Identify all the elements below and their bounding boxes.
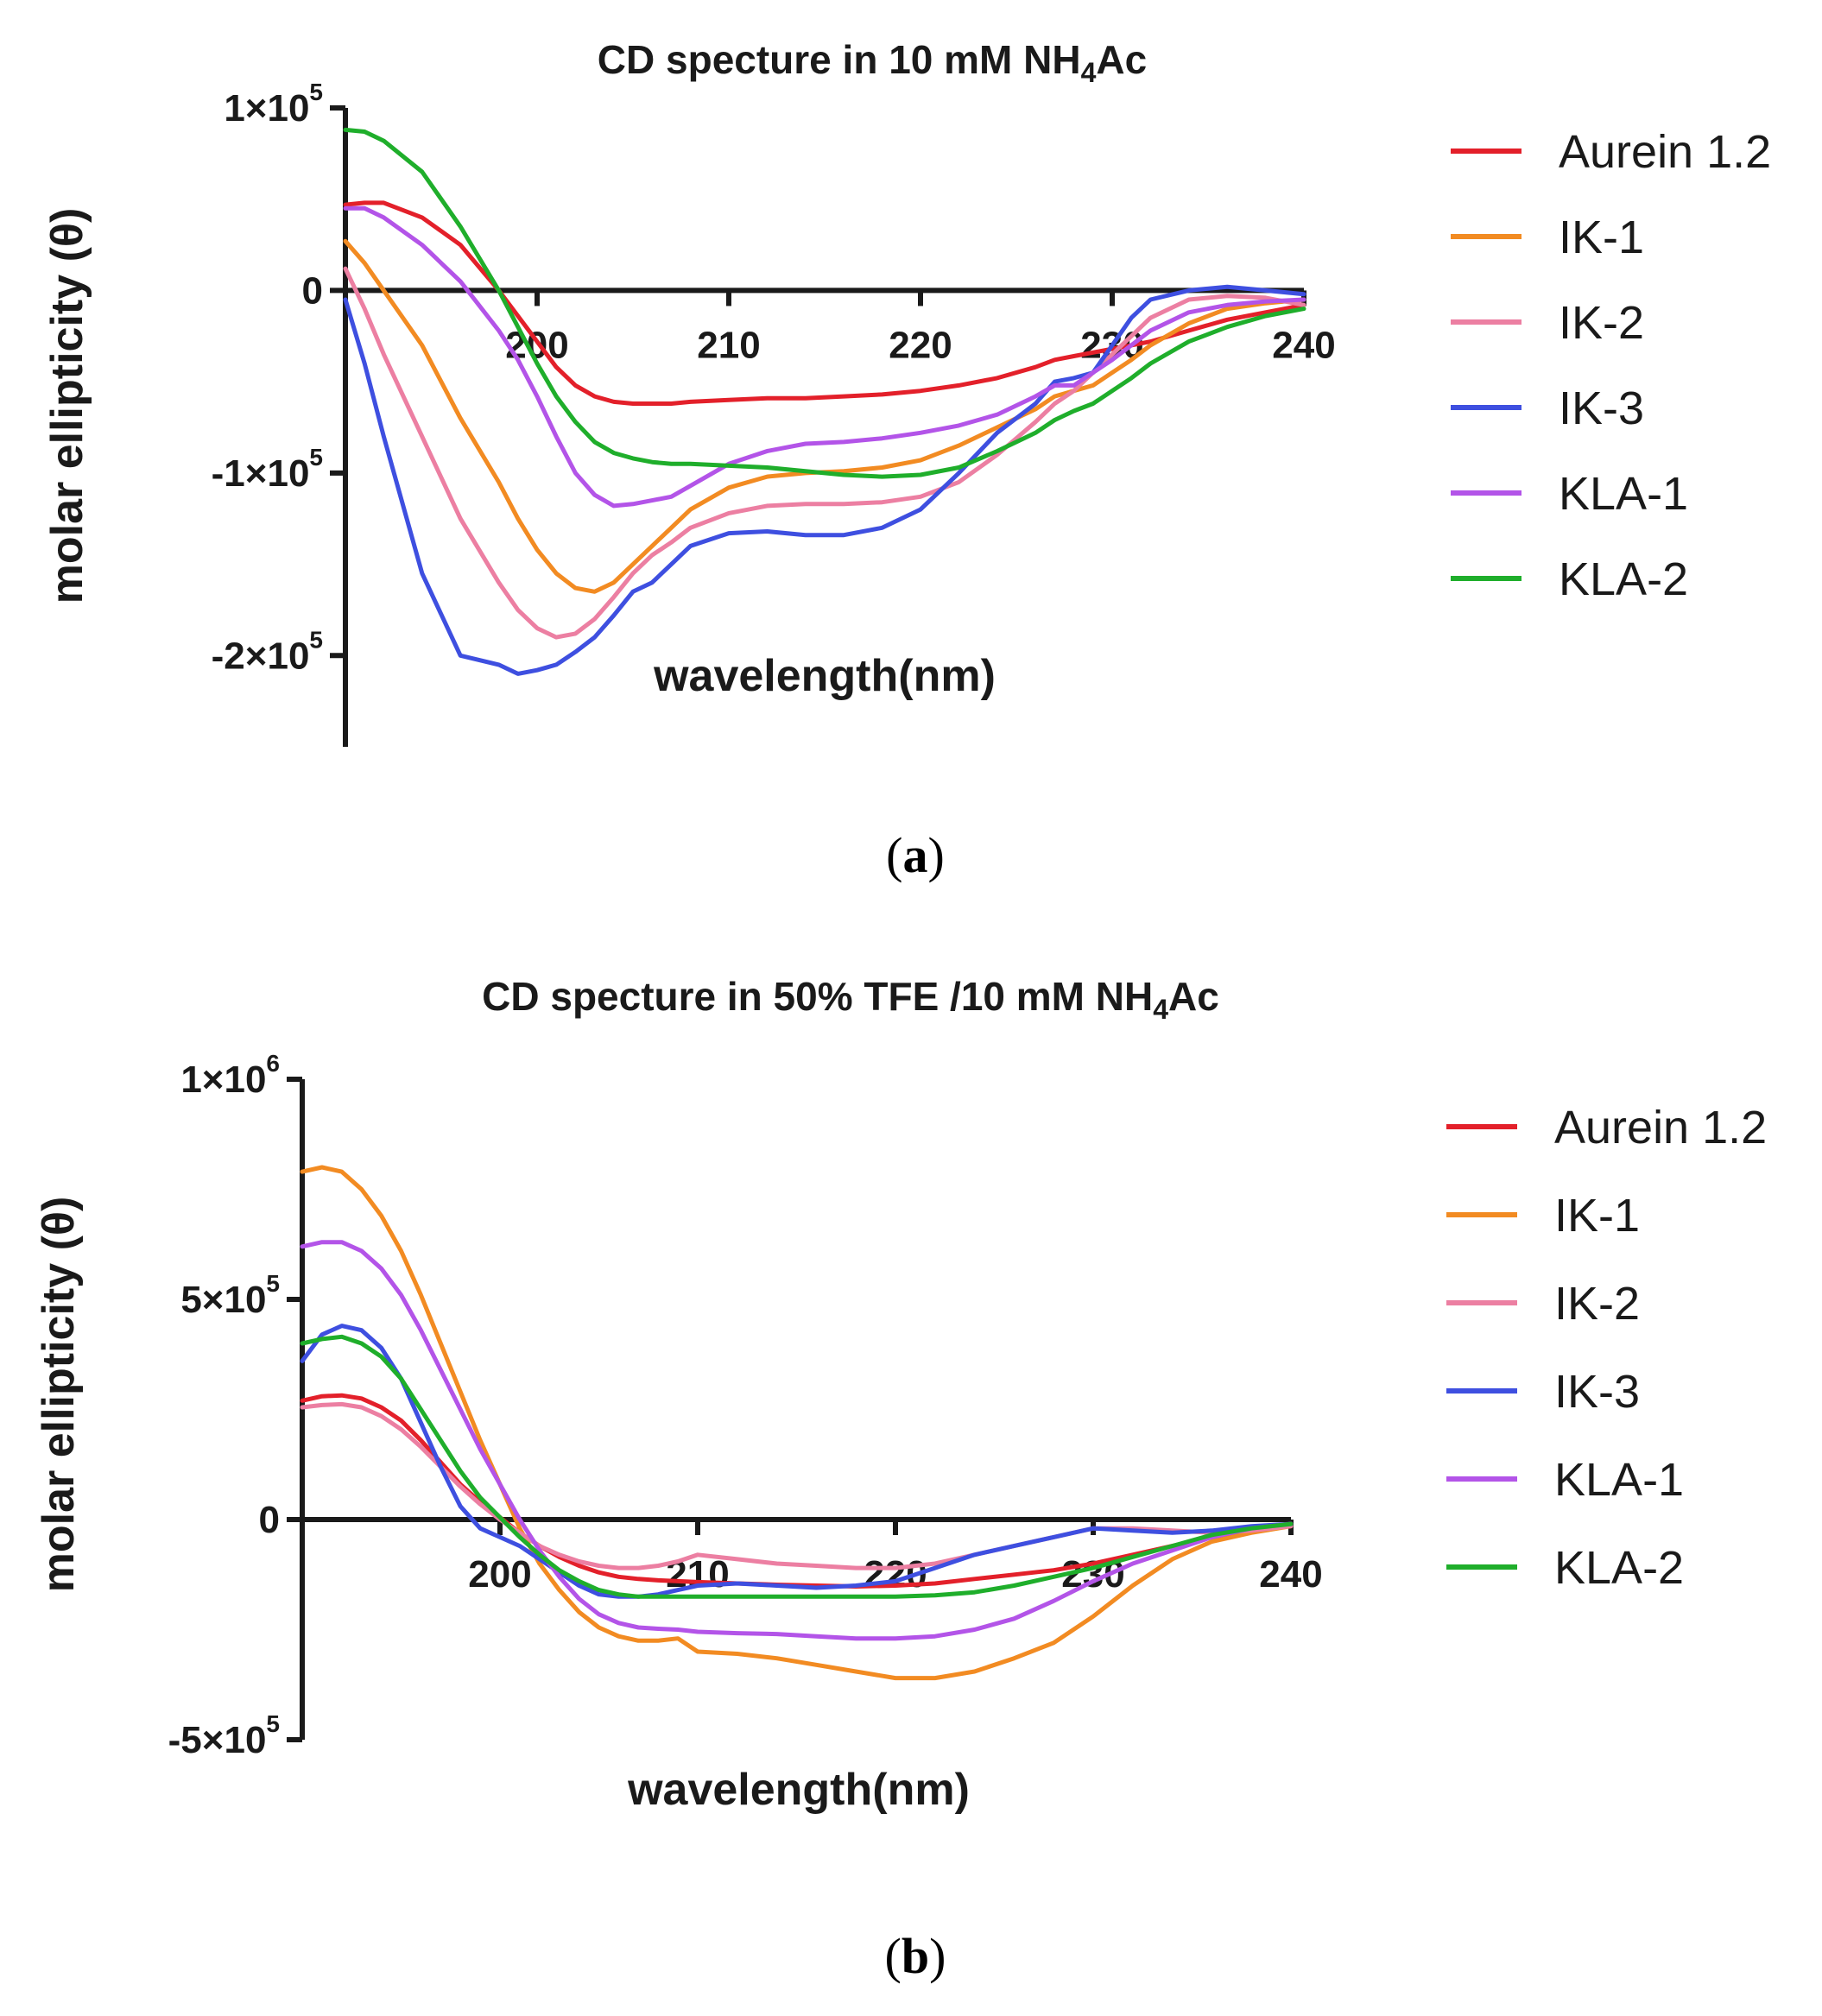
legend-label: IK-3 [1554, 1366, 1640, 1418]
x-tick-label: 210 [697, 324, 760, 366]
series-line-aurein-1-2 [343, 200, 1306, 406]
series-line-kla-2 [300, 1334, 1294, 1599]
series-line-aurein-1-2 [300, 1393, 1294, 1589]
legend-entry-kla-1: KLA-1 [1451, 468, 1688, 520]
legend-label: IK-1 [1554, 1190, 1640, 1242]
chart-title: CD specture in 10 mM NH4Ac [598, 37, 1147, 88]
legend-entry-kla-1: KLA-1 [1446, 1454, 1684, 1506]
legend-entry-kla-2: KLA-2 [1451, 553, 1688, 605]
y-tick-label: -1×105 [212, 444, 323, 495]
y-tick-label: -2×105 [212, 626, 323, 677]
x-tick-label: 220 [889, 324, 952, 366]
x-tick-label: 200 [468, 1553, 531, 1596]
legend-label: KLA-1 [1559, 468, 1688, 520]
legend-label: IK-3 [1559, 382, 1644, 434]
series-line-ik-1 [300, 1165, 1294, 1681]
series-line-ik-2 [343, 266, 1306, 640]
panel-label: (b) [885, 1928, 946, 1984]
legend-label: IK-2 [1554, 1278, 1640, 1330]
x-tick-label: 240 [1272, 324, 1335, 366]
series-line-ik-1 [343, 238, 1306, 594]
x-axis-label: wavelength(nm) [627, 1765, 970, 1815]
legend-label: KLA-1 [1554, 1454, 1684, 1506]
series-line-ik-3 [343, 284, 1306, 676]
legend-label: Aurein 1.2 [1559, 126, 1771, 178]
legend-label: IK-2 [1559, 297, 1644, 349]
legend-label: Aurein 1.2 [1554, 1102, 1767, 1153]
series-line-kla-2 [343, 127, 1306, 479]
y-axis-label: molar ellipticity (θ) [42, 208, 92, 604]
y-tick-label: 5×105 [180, 1270, 280, 1321]
legend: Aurein 1.2 IK-1 IK-2 IK-3 KLA-1 KLA-2 [1446, 1102, 1767, 1594]
legend-entry-ik-1: IK-1 [1451, 212, 1644, 263]
legend-entry-aurein-1-2: Aurein 1.2 [1446, 1102, 1767, 1153]
legend-entry-kla-2: KLA-2 [1446, 1542, 1684, 1594]
legend-entry-ik-1: IK-1 [1446, 1190, 1640, 1242]
legend-entry-ik-3: IK-3 [1451, 382, 1644, 434]
y-tick-label: -5×105 [168, 1710, 280, 1761]
chart-panel-b: CD specture in 50% TFE /10 mM NH4Ac mola… [34, 974, 1767, 1984]
legend: Aurein 1.2 IK-1 IK-2 IK-3 KLA-1 KLA-2 [1451, 126, 1771, 605]
y-tick-label: 1×106 [180, 1050, 280, 1101]
legend-label: IK-1 [1559, 212, 1644, 263]
legend-label: KLA-2 [1554, 1542, 1684, 1594]
y-tick-label: 1×105 [224, 79, 323, 130]
y-axis-label: molar ellipticity (θ) [34, 1197, 84, 1593]
x-tick-label: 240 [1259, 1553, 1322, 1596]
legend-entry-ik-2: IK-2 [1451, 297, 1644, 349]
y-tick-label: 0 [259, 1499, 280, 1541]
chart-title: CD specture in 50% TFE /10 mM NH4Ac [482, 974, 1219, 1025]
panel-label: (a) [886, 827, 945, 883]
x-axis-label: wavelength(nm) [653, 651, 996, 701]
series-line-kla-1 [343, 205, 1306, 509]
series-line-kla-1 [300, 1240, 1294, 1641]
legend-entry-aurein-1-2: Aurein 1.2 [1451, 126, 1771, 178]
legend-entry-ik-2: IK-2 [1446, 1278, 1640, 1330]
legend-entry-ik-3: IK-3 [1446, 1366, 1640, 1418]
chart-panel-a: CD specture in 10 mM NH4Ac molar ellipti… [42, 37, 1771, 883]
y-tick-label: 0 [302, 269, 323, 312]
legend-label: KLA-2 [1559, 553, 1688, 605]
